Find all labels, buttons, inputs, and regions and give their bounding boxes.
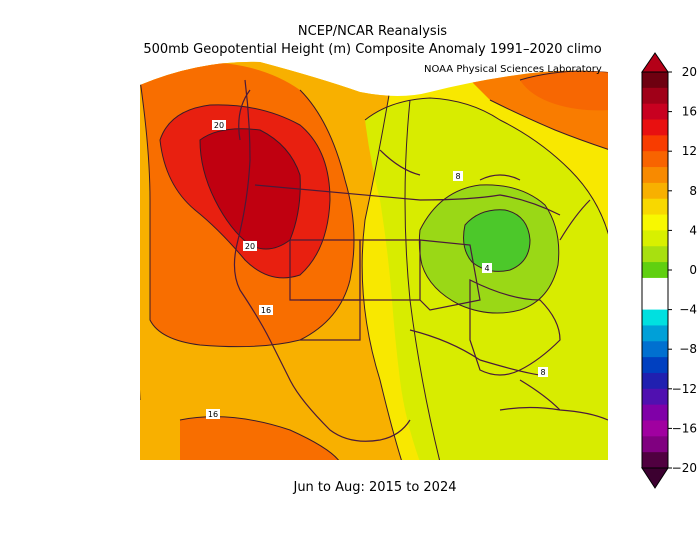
colorbar-cell [642,119,668,136]
colorbar-tick-label: 0 [689,263,697,277]
colorbar-tick-label: −12 [672,382,697,396]
colorbar-cells [642,72,668,469]
colorbar-tick-label: −16 [672,421,697,435]
title-line-2: 500mb Geopotential Height (m) Composite … [143,42,602,57]
contour-label-16-south: 16 [206,409,220,419]
colorbar-tick-label: 16 [682,105,697,119]
colorbar-tick-label: 12 [682,144,697,158]
colorbar-cell [642,262,668,279]
colorbar-cell [642,135,668,152]
anomaly-16-region-ne [470,67,608,150]
colorbar-cell [642,198,668,216]
contour-label-8-south: 8 [538,367,548,377]
credit-label: NOAA Physical Sciences Laboratory [424,64,602,75]
colorbar-cell [642,325,668,342]
contour-label-4: 4 [482,263,492,273]
colorbar-cell [642,103,668,121]
colorbar-cell [642,72,668,89]
svg-text:8: 8 [455,172,460,181]
colorbar-tick-label: −20 [672,461,697,475]
colorbar-cell [642,388,668,406]
colorbar-tick-label: 8 [689,184,697,198]
contour-label-8-north: 8 [453,171,463,181]
title-line-1: NCEP/NCAR Reanalysis [297,24,448,39]
svg-text:20: 20 [245,242,255,251]
date-range-subtitle: Jun to Aug: 2015 to 2024 [293,480,457,495]
contour-label-20-north: 20 [212,120,226,130]
contour-labels: 20 20 16 16 8 4 8 [206,120,548,419]
colorbar-cell [642,436,668,453]
country-borders [233,79,608,442]
anomaly-0-region [463,209,530,272]
colorbar-cell [642,452,668,469]
colorbar-cell [642,151,668,168]
anomaly-24-region [200,128,301,249]
colorbar-cell [642,87,668,105]
colorbar-cell [642,420,668,437]
colorbar-cell [642,246,668,263]
colorbar-cell [642,182,668,200]
svg-text:20: 20 [214,121,224,130]
colorbar-tick-label: −4 [679,303,697,317]
colorbar-tick-label: −8 [679,342,697,356]
svg-text:16: 16 [261,306,271,315]
colorbar-tick-label: 20 [682,65,697,79]
colorbar-cell [642,230,668,247]
contour-label-20-west: 20 [243,241,257,251]
colorbar-ticks: 20 16 12 8 4 0 −4 −8 −12 −16 −20 [668,65,697,475]
svg-text:8: 8 [540,368,545,377]
colorbar-cell [642,357,668,374]
colorbar-cell [642,341,668,358]
svg-text:4: 4 [484,264,489,273]
colorbar-cell [642,372,668,390]
colorbar-cell [642,167,668,184]
anomaly-16-region-south [180,416,340,460]
colorbar-cell [642,309,668,326]
colorbar-cell [642,277,668,295]
colorbar-cell [642,214,668,231]
colorbar-cell [642,404,668,421]
colorbar-tick-label: 4 [689,223,697,237]
colorbar-cell [642,293,668,311]
contour-label-16-central: 16 [259,305,273,315]
svg-text:16: 16 [208,410,218,419]
